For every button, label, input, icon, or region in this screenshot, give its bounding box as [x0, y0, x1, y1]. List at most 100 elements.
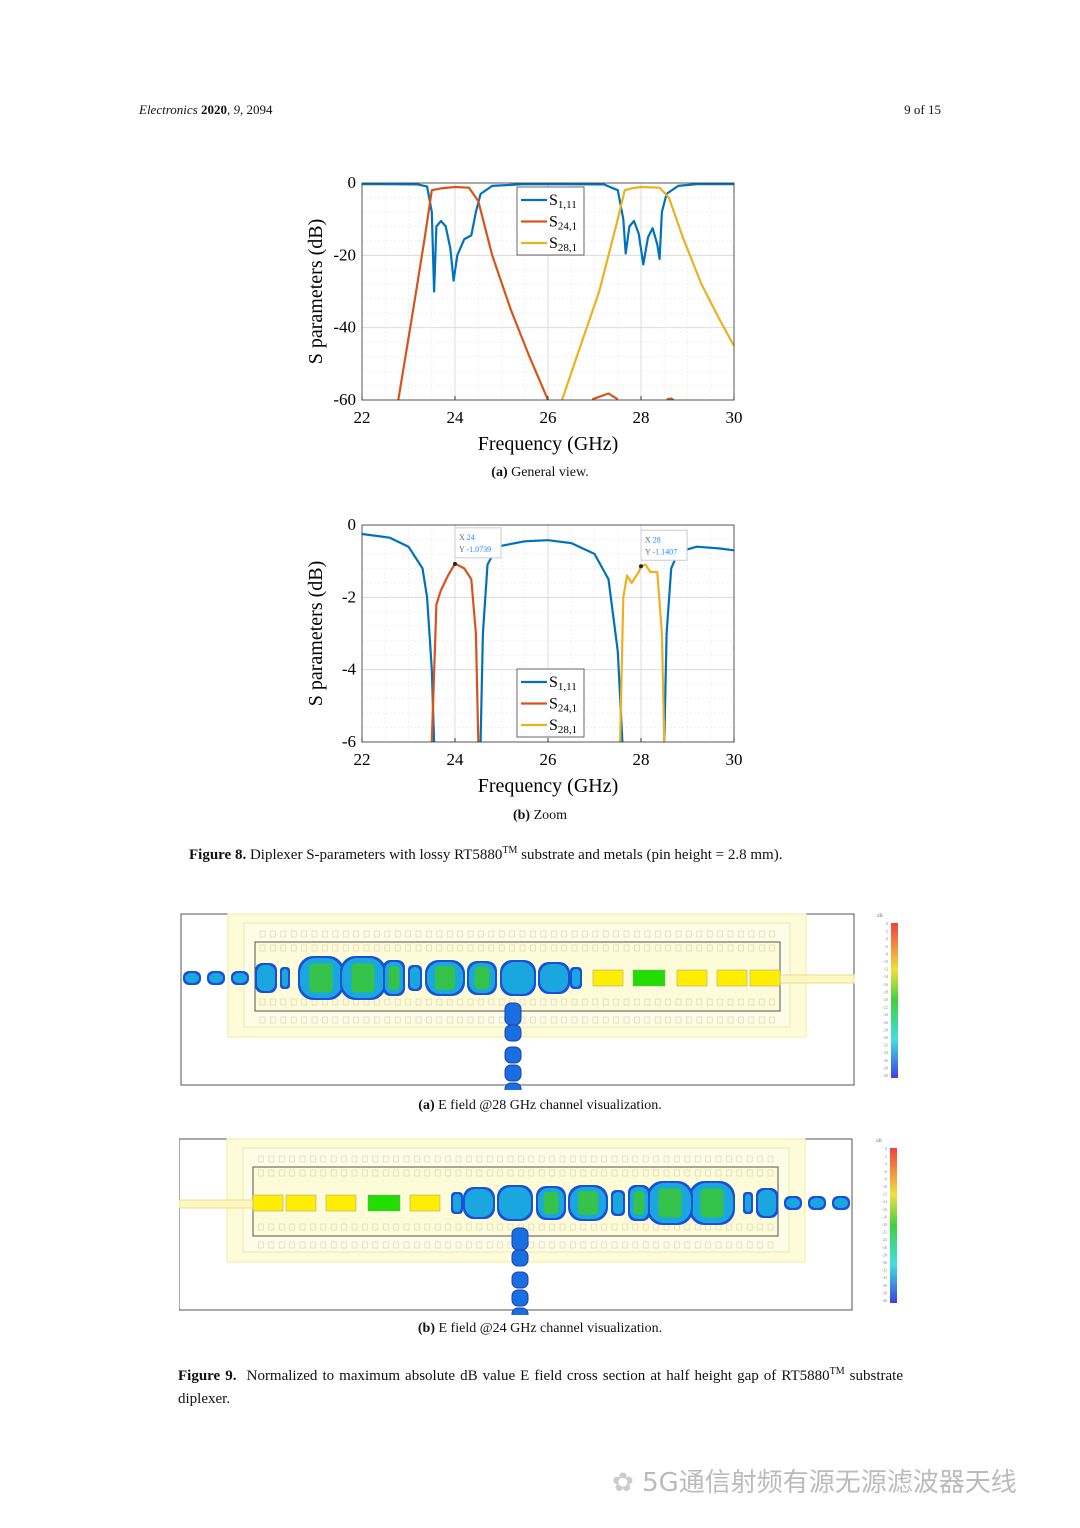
via [498, 998, 505, 1006]
via [653, 1241, 659, 1249]
via [476, 1241, 483, 1249]
via [549, 1169, 555, 1177]
colorbar-tick: -22 [883, 1005, 888, 1010]
via [374, 998, 380, 1006]
via [301, 944, 307, 952]
via [374, 1016, 380, 1024]
datatip-marker [453, 561, 457, 566]
colorbar-tick: -20 [882, 1222, 887, 1227]
via [642, 1155, 649, 1163]
via [299, 1169, 306, 1177]
via [519, 930, 526, 938]
via [259, 1016, 266, 1024]
via [613, 930, 619, 938]
via [736, 1155, 743, 1163]
via [684, 1169, 691, 1177]
via [268, 1241, 275, 1249]
via [602, 998, 609, 1006]
via [696, 944, 703, 952]
via [382, 1155, 389, 1163]
via [341, 1241, 347, 1249]
via [634, 944, 640, 952]
via [446, 930, 453, 938]
via [550, 930, 557, 938]
datatip-box [454, 527, 502, 559]
field-patch [592, 969, 624, 987]
via [653, 1169, 659, 1177]
field-patch [285, 1194, 317, 1212]
via [717, 930, 723, 938]
via [414, 1223, 420, 1231]
output-port-blob [504, 1064, 522, 1082]
via [455, 1155, 462, 1163]
x-tick-label: 22 [354, 750, 371, 769]
via [332, 930, 339, 938]
via [258, 1169, 264, 1177]
subcaption-9b: (b) E field @24 GHz channel visualizatio… [0, 1321, 1080, 1337]
via [665, 998, 671, 1006]
y-tick-label: -20 [333, 245, 356, 264]
caption-text: Normalized to maximum absolute dB value … [246, 1368, 830, 1384]
field-blob-core [351, 963, 375, 993]
via [351, 1223, 358, 1231]
via [384, 944, 391, 952]
via [488, 1016, 495, 1024]
via [623, 944, 630, 952]
via [748, 944, 755, 952]
caption-label: Figure 9. [178, 1368, 237, 1384]
efield-28ghz-image: dB0 -2 -4 -6 -8 -10 -12 -14 -16 -18 -20 -22 -24 -26 -2… [180, 913, 898, 1090]
colorbar-tick: -2 [885, 929, 888, 934]
via [320, 1241, 327, 1249]
colorbar-tick: -14 [882, 1199, 887, 1204]
via [290, 1016, 297, 1024]
colorbar-tick: -10 [883, 959, 888, 964]
via [382, 1169, 389, 1177]
via [351, 1169, 358, 1177]
colorbar-tick: -36 [882, 1283, 887, 1288]
series-line-1-11 [362, 183, 734, 293]
x-axis-label: Frequency (GHz) [478, 433, 619, 455]
colorbar: dB0 -2 -4 -6 -8 -10 -12 -14 -16 -18 -20 -22 -24 -26 -2… [877, 914, 898, 1078]
colorbar-unit: dB [876, 1139, 883, 1144]
efield-24ghz-image: dB0 -2 -4 -6 -8 -10 -12 -14 -16 -18 -20 -22 -24 -26 -2… [179, 1138, 897, 1315]
output-port-blob [504, 1024, 522, 1042]
via [299, 1241, 306, 1249]
via [320, 1169, 327, 1177]
journal-name: Electronics [139, 102, 198, 117]
via [675, 998, 682, 1006]
via [580, 1155, 587, 1163]
via [268, 1155, 275, 1163]
subcaption-8b: (b) Zoom [0, 808, 1080, 824]
via [424, 1223, 431, 1231]
colorbar-tick: -16 [882, 1207, 887, 1212]
via [590, 1223, 597, 1231]
via [393, 1155, 399, 1163]
via [571, 1016, 578, 1024]
via [632, 1155, 639, 1163]
field-patch [252, 1194, 284, 1212]
via [403, 1241, 410, 1249]
colorbar-tick: -28 [883, 1027, 888, 1032]
x-tick-label: 26 [540, 408, 557, 427]
via [268, 1169, 275, 1177]
colorbar-tick: -32 [883, 1043, 888, 1048]
via [611, 1223, 618, 1231]
via [426, 944, 432, 952]
via [550, 998, 557, 1006]
x-tick-label: 30 [726, 750, 743, 769]
via [322, 930, 328, 938]
via [674, 1169, 680, 1177]
via [382, 1223, 389, 1231]
via [290, 930, 297, 938]
legend-entry: S24,1 [549, 214, 577, 233]
field-blob-core [309, 963, 333, 993]
via [674, 1241, 680, 1249]
via [549, 1223, 555, 1231]
via [561, 998, 567, 1006]
field-patch [367, 1194, 401, 1212]
via [717, 998, 723, 1006]
colorbar-tick: -38 [883, 1065, 888, 1070]
via [602, 1016, 609, 1024]
via [436, 944, 443, 952]
